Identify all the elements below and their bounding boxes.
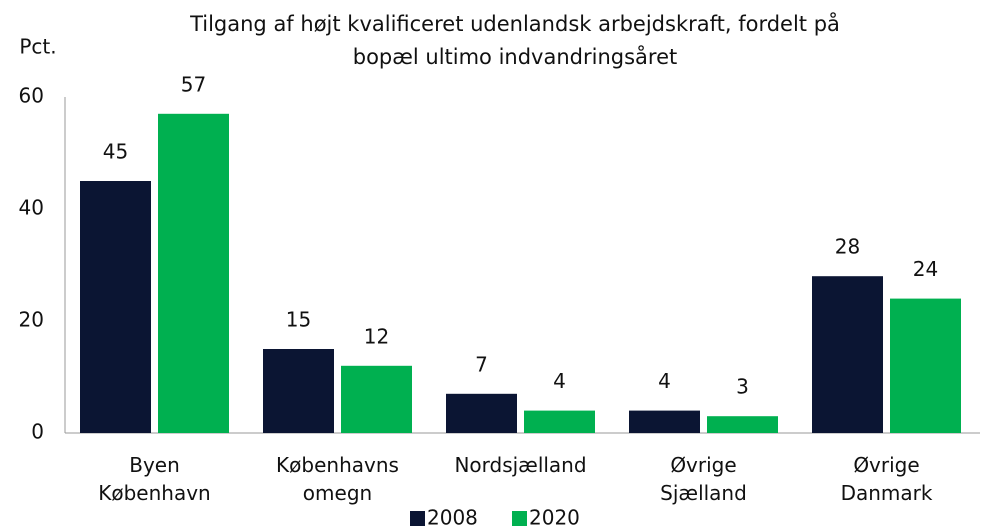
x-tick-label: Københavns omegn bbox=[276, 453, 399, 505]
bar bbox=[263, 349, 334, 433]
bar bbox=[341, 365, 412, 433]
chart-title: bopæl ultimo indvandringsåret bbox=[353, 44, 678, 69]
y-tick-label: 40 bbox=[19, 196, 44, 220]
legend-swatch bbox=[512, 511, 527, 526]
data-label: 57 bbox=[181, 72, 206, 96]
bar bbox=[524, 410, 595, 433]
data-label: 7 bbox=[475, 352, 488, 376]
data-label: 4 bbox=[553, 369, 566, 393]
x-tick-label: Øvrige Danmark bbox=[841, 453, 933, 505]
legend-label: 2020 bbox=[529, 506, 580, 529]
y-tick-label: 20 bbox=[19, 308, 44, 332]
data-label: 24 bbox=[913, 257, 938, 281]
bar bbox=[80, 181, 151, 433]
y-tick-label: 0 bbox=[31, 420, 44, 444]
bar bbox=[890, 298, 961, 433]
data-label: 4 bbox=[658, 369, 671, 393]
bar bbox=[812, 276, 883, 433]
y-tick-label: 60 bbox=[19, 84, 44, 108]
bar bbox=[707, 416, 778, 433]
bar bbox=[446, 393, 517, 433]
data-label: 3 bbox=[736, 375, 749, 399]
chart-title: Tilgang af højt kvalificeret udenlandsk … bbox=[189, 11, 840, 36]
x-tick-label: Nordsjælland bbox=[454, 453, 586, 477]
data-label: 15 bbox=[286, 308, 311, 332]
x-tick-label: Byen København bbox=[98, 453, 210, 505]
bar bbox=[629, 410, 700, 433]
data-label: 12 bbox=[364, 324, 389, 348]
legend-swatch bbox=[410, 511, 425, 526]
legend-label: 2008 bbox=[427, 506, 478, 529]
bar bbox=[158, 113, 229, 434]
data-label: 28 bbox=[835, 235, 860, 259]
y-axis-label: Pct. bbox=[19, 35, 56, 59]
data-label: 45 bbox=[103, 140, 128, 164]
x-tick-label: Øvrige Sjælland bbox=[660, 453, 747, 505]
